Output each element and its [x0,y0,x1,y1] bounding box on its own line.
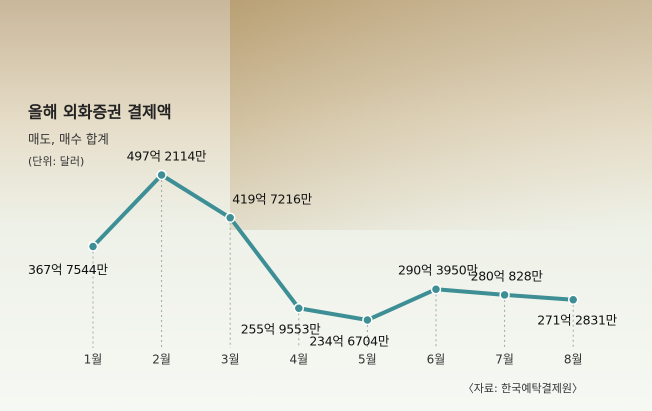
data-label: 419억 7216만 [232,191,312,206]
data-point [499,289,510,301]
chart-subtitle: 매도, 매수 합계 [28,132,109,147]
data-point [156,169,167,181]
data-label: 255억 9553만 [241,322,321,337]
x-tick-label: 1월 [84,353,103,367]
data-label: 290억 3950만 [398,263,478,278]
x-tick-label: 5월 [358,353,377,367]
x-tick-label: 2월 [152,353,171,367]
x-tick-label: 3월 [221,353,240,367]
data-point [567,294,579,306]
x-tick-label: 7월 [495,353,514,367]
unit-note: (단위: 달러) [28,155,84,168]
data-point [224,212,236,224]
x-tick-label: 6월 [427,353,446,367]
x-tick-label: 4월 [289,353,308,367]
data-point [87,241,99,252]
data-label: 497억 2114만 [127,149,207,164]
data-label: 271억 2831만 [537,312,617,327]
data-point [430,283,442,295]
x-tick-label: 8월 [564,353,583,367]
data-point [362,314,373,326]
data-line [91,173,574,322]
data-label: 234억 6704만 [309,334,389,349]
data-label: 367억 7544만 [28,262,108,277]
data-point [293,302,305,314]
background-photo [230,0,652,230]
data-label: 280억 828만 [471,268,544,283]
chart-title: 올해 외화증권 결제액 [28,103,172,122]
source: 〈자료: 한국예탁결제원〉 [463,382,583,395]
